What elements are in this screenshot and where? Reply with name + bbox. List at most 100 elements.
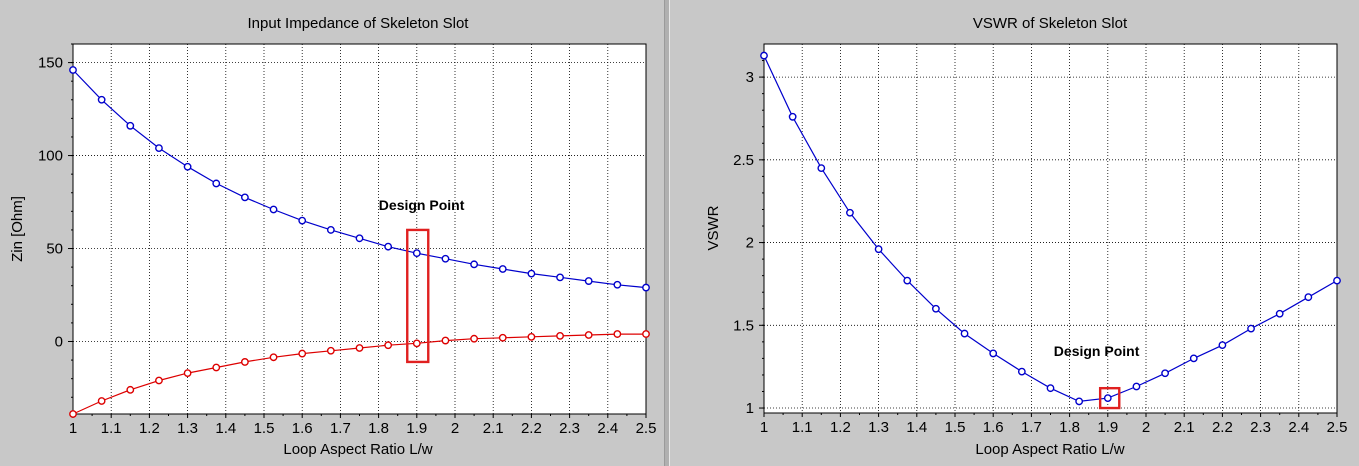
- x-tick-label: 2: [1142, 419, 1150, 436]
- y-tick-label: 3: [746, 69, 754, 86]
- data-point: [470, 334, 478, 343]
- data-point: [384, 242, 393, 251]
- y-axis-label: VSWR: [705, 205, 722, 250]
- chart-title: VSWR of Skeleton Slot: [973, 15, 1128, 32]
- data-point: [69, 410, 77, 418]
- x-tick-label: 2.2: [1212, 419, 1233, 436]
- chart-panel-vswr: 1 1.1 1.2 1.3 1.4 1.5 1.6 1.7 1.8 1.9 2 2.1 2.2 2.3 2.…: [670, 0, 1359, 466]
- x-tick-label: 2.5: [1327, 419, 1348, 436]
- data-point: [613, 330, 622, 338]
- data-point: [269, 205, 278, 214]
- data-point: [240, 193, 249, 202]
- x-tick-label: 2.1: [483, 420, 504, 437]
- data-point: [498, 333, 507, 342]
- data-point: [212, 179, 221, 188]
- chart-title: Input Impedance of Skeleton Slot: [248, 15, 470, 32]
- x-tick-label: 2.4: [1288, 419, 1309, 436]
- plot-area: [72, 43, 647, 415]
- data-point: [412, 249, 421, 258]
- y-axis-label: Zin [Ohm]: [9, 196, 26, 262]
- y-tick-label: 100: [38, 148, 63, 165]
- x-tick-label: 1.4: [906, 419, 927, 436]
- vswr-chart: 1 1.1 1.2 1.3 1.4 1.5 1.6 1.7 1.8 1.9 2 2.1 2.2 2.3 2.…: [705, 15, 1348, 458]
- y-tick-label: 2.5: [733, 152, 754, 169]
- x-tick-label: 2: [451, 420, 459, 437]
- data-point: [355, 234, 364, 243]
- x-tick-label: 1.9: [406, 420, 427, 437]
- data-point: [441, 336, 450, 345]
- data-point: [642, 283, 650, 292]
- plot-area: [763, 43, 1338, 414]
- x-tick-label: 1.9: [1097, 419, 1118, 436]
- data-point: [97, 397, 106, 405]
- x-tick-label: 2.3: [559, 420, 580, 437]
- data-point: [212, 363, 221, 372]
- data-point: [1075, 397, 1084, 406]
- x-tick-label: 1: [760, 419, 768, 436]
- y-tick-label: 1: [746, 400, 754, 417]
- impedance-chart: 1 1.1 1.2 1.3 1.4 1.5 1.6 1.7 1.8 1.9 2 2.1 2.2 2.3 2.…: [9, 15, 656, 458]
- data-point: [584, 277, 593, 285]
- data-point: [584, 331, 593, 339]
- x-tick-label: 1.2: [830, 419, 851, 436]
- data-point: [1132, 382, 1141, 391]
- data-point: [183, 369, 192, 377]
- data-point: [1046, 384, 1055, 393]
- data-point: [613, 280, 622, 289]
- x-tick-label: 1.7: [330, 420, 351, 437]
- y-tick-label: 1.5: [733, 317, 754, 334]
- data-point: [527, 332, 536, 341]
- data-point: [126, 385, 135, 394]
- x-tick-label: 1.1: [792, 419, 813, 436]
- x-tick-label: 2.3: [1250, 419, 1271, 436]
- data-point: [556, 273, 564, 282]
- x-tick-label: 1.6: [292, 420, 313, 437]
- data-point: [384, 341, 393, 350]
- y-tick-label: 0: [55, 333, 63, 350]
- data-point: [874, 245, 883, 254]
- data-point: [126, 121, 135, 130]
- x-tick-label: 1.5: [945, 419, 966, 436]
- data-point: [183, 162, 192, 171]
- x-tick-label: 1: [69, 420, 77, 437]
- data-point: [412, 339, 421, 348]
- data-point: [1017, 367, 1026, 376]
- data-point: [155, 376, 163, 385]
- data-point: [155, 144, 163, 153]
- data-point: [931, 304, 940, 313]
- data-point: [470, 260, 478, 269]
- data-point: [441, 254, 450, 263]
- chart-panel-impedance: 1 1.1 1.2 1.3 1.4 1.5 1.6 1.7 1.8 1.9 2 2.1 2.2 2.3 2.…: [0, 0, 664, 466]
- data-point: [760, 51, 768, 60]
- x-tick-label: 1.5: [254, 420, 275, 437]
- data-point: [326, 346, 335, 355]
- panel-splitter[interactable]: [664, 0, 670, 466]
- data-point: [326, 226, 335, 234]
- data-point: [817, 164, 826, 173]
- data-point: [355, 344, 364, 352]
- data-point: [298, 216, 307, 225]
- data-point: [97, 95, 106, 104]
- design-point-label: Design Point: [379, 197, 465, 213]
- design-point-marker: [1098, 386, 1121, 410]
- data-point: [298, 349, 307, 358]
- data-point: [642, 330, 650, 338]
- x-tick-label: 2.2: [521, 420, 542, 437]
- x-tick-label: 1.4: [215, 420, 236, 437]
- x-tick-label: 1.6: [983, 419, 1004, 436]
- data-point: [788, 112, 797, 121]
- data-point: [498, 265, 507, 273]
- data-point: [846, 208, 854, 217]
- data-point: [1304, 293, 1313, 302]
- design-point-label: Design Point: [1054, 343, 1140, 359]
- x-axis-label: Loop Aspect Ratio L/w: [283, 441, 432, 458]
- data-point: [960, 329, 969, 338]
- data-point: [1247, 324, 1255, 333]
- x-tick-label: 1.1: [101, 420, 122, 437]
- y-tick-label: 150: [38, 55, 63, 72]
- data-point: [989, 349, 998, 358]
- design-point-marker: [406, 228, 430, 364]
- data-point: [1189, 354, 1198, 363]
- x-tick-label: 1.8: [1059, 419, 1080, 436]
- x-tick-label: 1.3: [868, 419, 889, 436]
